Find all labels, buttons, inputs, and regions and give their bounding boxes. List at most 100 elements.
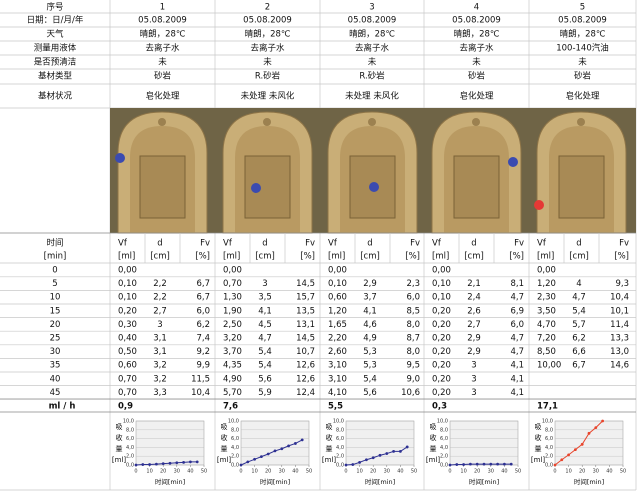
cell: 0,20 (118, 306, 137, 316)
data-point (358, 460, 361, 464)
y-tick-label: 0,0 (545, 463, 553, 469)
data-point (553, 463, 557, 467)
cell: 4,7 (510, 334, 524, 344)
time-value: 25 (50, 334, 61, 344)
cell: 3,3 (153, 388, 167, 398)
cell: 10,4 (610, 293, 629, 303)
y-axis-label: 吸 (116, 423, 123, 431)
cell: 0,00 (223, 266, 242, 276)
cell: 4,10 (328, 388, 347, 398)
cell: 2,1 (467, 279, 481, 289)
cell: 9,3 (615, 279, 629, 289)
x-tick-label: 30 (593, 469, 599, 475)
column-field: 未处理 未风化 (345, 91, 399, 102)
cell: 3,1 (153, 347, 167, 357)
data-point (246, 460, 250, 464)
y-axis-label: 量 (221, 445, 228, 453)
data-point (260, 455, 263, 459)
data-point (253, 457, 256, 461)
sub-header: Fv (200, 239, 210, 249)
data-point (168, 461, 172, 465)
cell: 5,6 (258, 374, 272, 384)
cell: 2,2 (153, 293, 167, 303)
cell: 4,9 (363, 334, 377, 344)
cell: 6,7 (572, 361, 586, 371)
cell: 3 (471, 388, 476, 398)
data-point (182, 460, 186, 464)
data-point (344, 463, 348, 467)
data-point (574, 448, 577, 451)
data-point (496, 462, 499, 466)
x-tick-label: 0 (344, 469, 347, 475)
column-field: 皂化处理 (145, 91, 180, 102)
data-point (580, 442, 584, 446)
data-point (587, 431, 591, 435)
data-point (455, 463, 459, 466)
column-field: 去离子水 (459, 43, 494, 54)
cell: 2,3 (406, 279, 420, 289)
cell: 2,9 (363, 279, 377, 289)
y-axis-label: 吸 (430, 423, 437, 431)
column-field: 未处理 未风化 (241, 91, 295, 102)
data-point (294, 442, 297, 445)
cell: 14,5 (296, 334, 315, 344)
cell: 4,1 (510, 361, 524, 371)
cell: 4,7 (572, 293, 586, 303)
cell: 11,5 (191, 374, 210, 384)
sub-header: Vf (537, 239, 547, 249)
data-point (378, 453, 382, 457)
plot-area (449, 420, 519, 466)
y-tick-label: 2,0 (231, 454, 239, 460)
data-point (365, 458, 368, 462)
cell: 1,65 (328, 320, 347, 330)
sub-unit: [%] (614, 252, 629, 262)
cell: 8,0 (406, 347, 420, 357)
y-tick-label: 4,0 (545, 445, 553, 451)
cell: 2,4 (467, 293, 481, 303)
y-tick-label: 10,0 (123, 419, 134, 425)
cell: 10,4 (191, 388, 210, 398)
y-axis-label: 收 (430, 433, 437, 442)
x-tick-label: 50 (306, 469, 312, 475)
column-field: 砂岩 (574, 71, 592, 82)
ornament (472, 118, 480, 126)
column-field: 未 (578, 57, 587, 68)
column-field: 晴朗，28℃ (560, 29, 606, 40)
x-tick-label: 20 (265, 469, 271, 475)
data-point (469, 462, 472, 466)
x-tick-label: 50 (620, 469, 626, 475)
y-tick-label: 8,0 (126, 427, 134, 433)
cell: 1,30 (223, 293, 242, 303)
y-tick-label: 8,0 (440, 427, 448, 433)
column-field: 晴朗，28℃ (454, 29, 500, 40)
time-unit: [min] (44, 252, 67, 262)
data-point (399, 449, 402, 453)
y-tick-label: 2,0 (126, 454, 134, 460)
cell: 13,5 (296, 306, 315, 316)
sub-header: Fv (410, 239, 420, 249)
measure-dot (251, 183, 261, 193)
data-point (462, 463, 465, 466)
cell: 1,20 (537, 279, 556, 289)
sub-header: d (157, 239, 162, 249)
plot-area (345, 420, 415, 466)
cell: 3,2 (153, 374, 167, 384)
cell: 2,9 (467, 334, 481, 344)
x-tick-label: 30 (384, 469, 390, 475)
door (139, 155, 186, 219)
cell: 2,20 (328, 334, 347, 344)
data-point (560, 458, 564, 462)
column-field: 5 (580, 3, 585, 13)
cell: 5,70 (223, 388, 242, 398)
plot-area (240, 420, 310, 466)
cell: 3 (471, 361, 476, 371)
y-tick-label: 10,0 (542, 419, 553, 425)
x-tick-label: 10 (146, 469, 152, 475)
column-field: 05.08.2009 (348, 16, 397, 26)
column-field: 晴朗，28℃ (140, 29, 186, 40)
sub-header: Fv (619, 239, 629, 249)
cell: 5,3 (363, 347, 377, 357)
sub-unit: [cm] (360, 252, 380, 262)
measure-dot (534, 200, 544, 210)
y-tick-label: 10,0 (228, 419, 239, 425)
